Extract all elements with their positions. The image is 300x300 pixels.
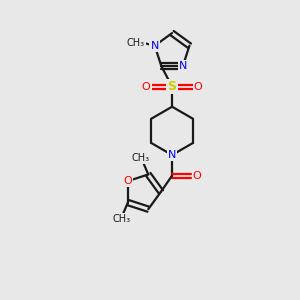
Text: O: O: [124, 176, 132, 186]
Text: CH₃: CH₃: [127, 38, 145, 48]
Text: CH₃: CH₃: [113, 214, 131, 224]
Text: CH₃: CH₃: [132, 153, 150, 163]
Text: O: O: [194, 82, 202, 92]
Text: O: O: [142, 82, 151, 92]
Text: N: N: [168, 150, 176, 160]
Text: N: N: [151, 41, 159, 51]
Text: O: O: [193, 171, 202, 181]
Text: N: N: [178, 61, 187, 71]
Text: S: S: [168, 80, 177, 93]
